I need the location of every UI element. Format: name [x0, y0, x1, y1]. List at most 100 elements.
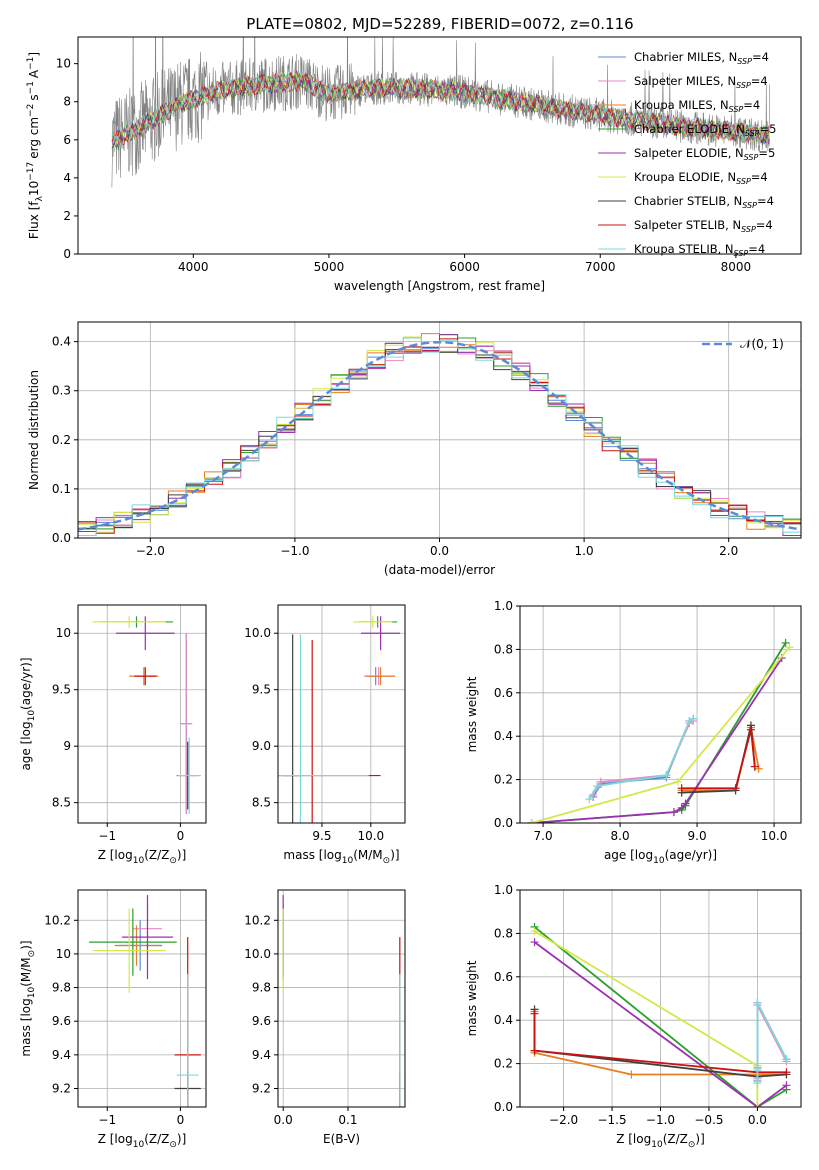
- x-tick-label: 0: [177, 1113, 185, 1127]
- y-tick-label: 10.2: [44, 913, 71, 927]
- mass-weight-point-marker: [662, 771, 671, 780]
- panel-massweight-vs-Z: −2.0 −1.5 −1.0 −0.5 0.0 0.0 0.2 0.4 0.6 0.8 1.0 Z […: [465, 883, 802, 1150]
- y-tick-label: 0.8: [494, 642, 513, 656]
- axis-label-part: ]: [27, 52, 41, 57]
- y-tick-label: 0.4: [494, 1013, 513, 1027]
- axis-label-part: (Z/Z: [663, 1132, 688, 1146]
- axes-frame: [77, 36, 802, 255]
- mass-weight-point-marker: [530, 1009, 539, 1018]
- x-tick-label: −1.5: [597, 1113, 626, 1127]
- axis-label-part: 10: [653, 856, 665, 866]
- legend-model-name: Salpeter STELIB, N: [634, 218, 741, 232]
- y-tick-label: 9.8: [252, 981, 271, 995]
- axis-label-part: 10: [27, 710, 37, 722]
- x-tick-label: 0.0: [274, 1113, 293, 1127]
- mass-weight-series-line: [681, 727, 760, 792]
- axis-label-part: Z [log: [616, 1132, 651, 1146]
- y-tick-label: 10: [56, 947, 71, 961]
- y-tick-label: 0.2: [494, 773, 513, 787]
- legend-entry: Chabrier MILES, NSSP=4: [634, 50, 769, 66]
- mass-weight-point-marker: [669, 808, 678, 817]
- axis-label-part: age [log: [19, 721, 33, 770]
- x-tick-label: 7000: [585, 260, 616, 274]
- y-tick-label: 10.2: [244, 913, 271, 927]
- legend-entry: Chabrier STELIB, NSSP=4: [634, 194, 774, 210]
- axis-label-part: s: [27, 94, 41, 100]
- y-tick-label: 8.5: [252, 796, 271, 810]
- plot-area-age-vs-Z: [92, 616, 201, 814]
- axis-label-part: mass [log: [19, 998, 33, 1056]
- y-tick-label: 9.4: [52, 1048, 71, 1062]
- y-tick-label: 9.4: [252, 1048, 271, 1062]
- panel-age-vs-mass: 9.5 10.0 8.5 9.0 9.5 10.0 mass [log10(M/M⊙)]: [244, 604, 406, 866]
- mass-weight-series-line: [533, 941, 788, 1107]
- gaussian-reference-line: [78, 340, 801, 531]
- axis-label-part: −1: [26, 81, 36, 94]
- plot-area-mass-vs-EBV: [282, 895, 401, 1107]
- x-tick-label: 0: [177, 829, 185, 843]
- x-tick-label: −1: [98, 1113, 116, 1127]
- x-tick-label: 1.0: [575, 544, 594, 558]
- plot-area-massweight-vs-Z: [530, 922, 791, 1107]
- legend-nssp-eq: =4: [743, 98, 760, 112]
- y-tick-label: 9.2: [52, 1081, 71, 1095]
- y-tick-label: 9.2: [252, 1081, 271, 1095]
- y-tick-label: 9.6: [252, 1014, 271, 1028]
- axis-label-part: E(B-V): [323, 1132, 360, 1146]
- panel-residuals: 𝒩(0, 1) −2.0 −1.0 0.0 1.0 2.0 0.0 0.1 0.2 0.3 0.4 (…: [27, 321, 802, 577]
- y-tick-label: 9.0: [252, 739, 271, 753]
- y-tick-label: 10: [56, 626, 71, 640]
- axis-label-part: )]: [695, 1132, 704, 1146]
- figure-title: PLATE=0802, MJD=52289, FIBERID=0072, z=0…: [246, 15, 633, 33]
- y-tick-label: 9: [63, 739, 71, 753]
- mass-weight-point-marker: [754, 764, 763, 773]
- mass-weight-point-marker: [627, 1070, 636, 1079]
- axis-label-part: ⊙: [383, 856, 391, 866]
- y-tick-label: 0.2: [52, 433, 71, 447]
- legend-nssp-eq: =4: [751, 74, 768, 88]
- y-tick-label: 0: [63, 247, 71, 261]
- x-tick-label: 10.0: [357, 829, 384, 843]
- x-tick-label: −2.0: [136, 544, 165, 558]
- legend-nssp-eq: =4: [751, 170, 768, 184]
- x-tick-label: 8.0: [611, 829, 630, 843]
- y-tick-label: 6: [63, 133, 71, 147]
- axis-label-part: (M/M: [353, 848, 382, 862]
- plot-area-age-vs-mass: [278, 616, 401, 823]
- mass-weight-point-marker: [753, 1103, 762, 1107]
- y-tick-label: 0.0: [494, 816, 513, 830]
- legend-model-name: Chabrier MILES, N: [634, 50, 737, 64]
- x-tick-label: 0.0: [748, 1113, 767, 1127]
- x-axis-label: E(B-V): [323, 1132, 360, 1146]
- legend-nssp-eq: =4: [756, 218, 773, 232]
- axis-label-part: )]: [177, 1132, 186, 1146]
- mass-weight-series-line: [531, 657, 783, 823]
- mass-weight-series-line: [756, 1002, 788, 1084]
- axes-frame: [277, 889, 406, 1108]
- legend-nssp-sub: SSP: [742, 201, 757, 210]
- y-axis-label: mass weight: [465, 676, 479, 752]
- axes-frame: [519, 605, 802, 824]
- x-axis-label: Z [log10(Z/Z⊙)]: [98, 1132, 187, 1150]
- mass-weight-point-marker: [530, 927, 539, 936]
- y-tick-label: 1.0: [494, 599, 513, 613]
- axis-label-part: (Z/Z: [144, 1132, 169, 1146]
- legend-nssp-sub: SSP: [744, 153, 759, 162]
- y-tick-label: 0.6: [494, 970, 513, 984]
- axis-label-part: −17: [26, 162, 36, 181]
- legend-nssp-sub: SSP: [729, 105, 744, 114]
- legend-model-name: Kroupa MILES, N: [634, 98, 729, 112]
- y-tick-label: 0.6: [494, 686, 513, 700]
- axis-label-part: age [log: [604, 848, 653, 862]
- mass-weight-point-marker: [781, 638, 790, 647]
- mass-weight-point-marker: [592, 782, 601, 791]
- mass-weight-point-marker: [782, 1081, 791, 1090]
- y-tick-label: 4: [63, 171, 71, 185]
- axis-label-part: 10: [27, 181, 41, 196]
- panel-massweight-vs-age: 7.0 8.0 9.0 10.0 0.0 0.2 0.4 0.6 0.8 1.0 age [log1…: [465, 599, 802, 866]
- gaussian-legend-label: 𝒩(0, 1): [740, 337, 784, 351]
- axis-label-part: mass [log: [283, 848, 341, 862]
- plot-area-spectrum: [111, 37, 770, 188]
- mass-weight-point-marker: [746, 725, 755, 734]
